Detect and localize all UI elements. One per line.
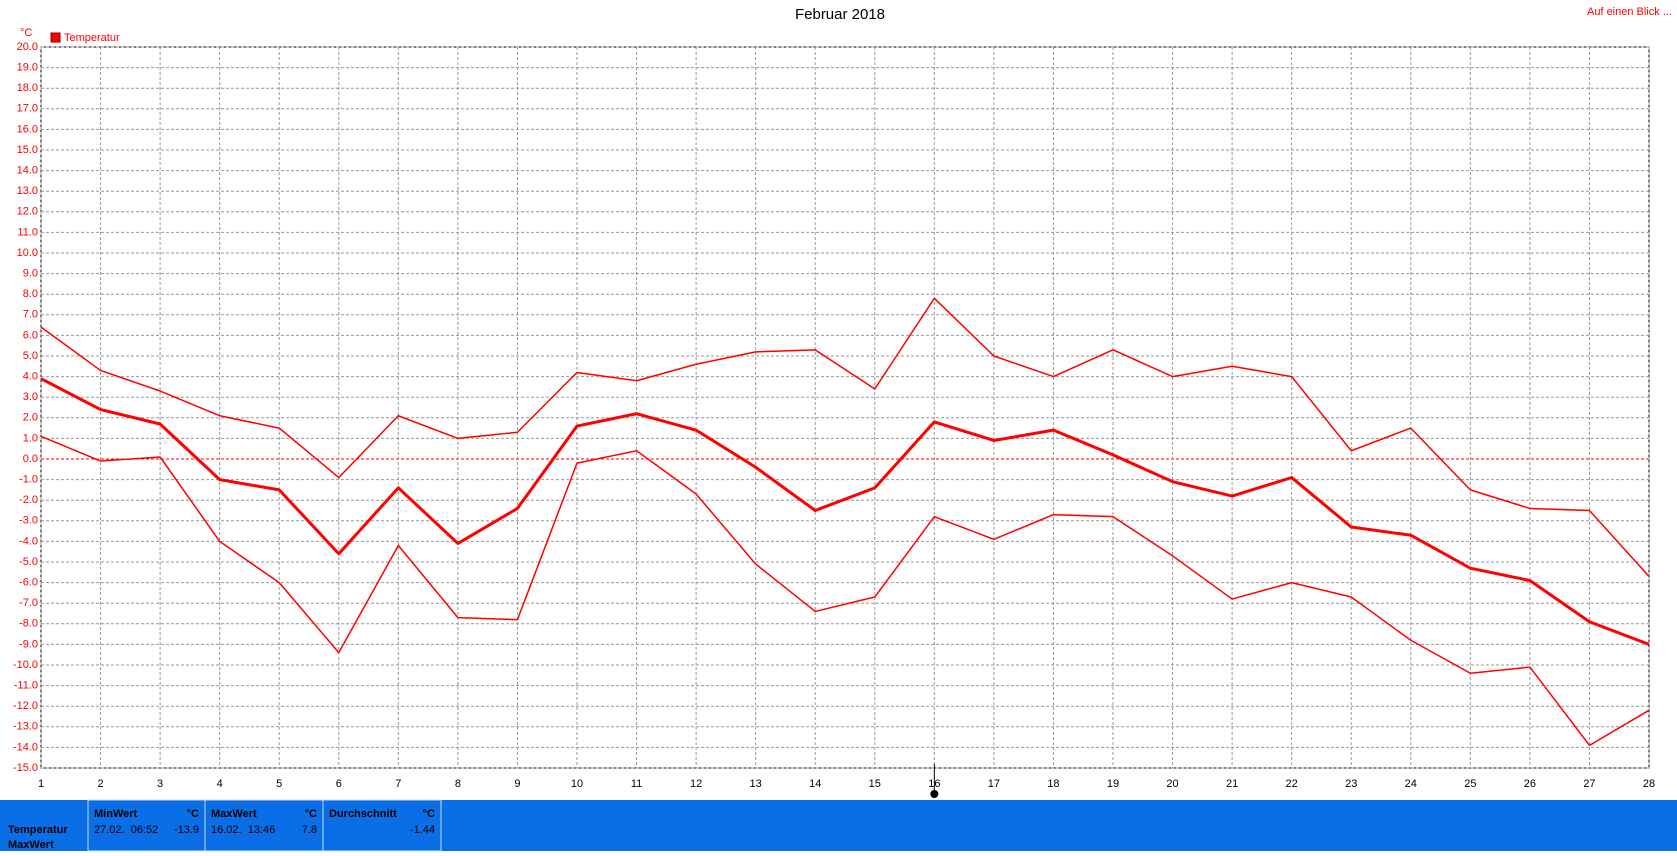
y-tick-label: 4.0 xyxy=(23,371,38,383)
y-tick-label: 0.0 xyxy=(23,453,38,465)
y-tick-label: -10.0 xyxy=(13,659,38,671)
x-tick-label: 2 xyxy=(97,778,103,790)
x-tick-label: 3 xyxy=(157,778,163,790)
column-title: Durchschnitt xyxy=(329,808,397,820)
y-tick-label: 10.0 xyxy=(17,247,38,259)
x-tick-label: 1 xyxy=(38,778,44,790)
y-tick-label: 5.0 xyxy=(23,350,38,362)
x-tick-label: 19 xyxy=(1107,778,1119,790)
y-tick-label: -2.0 xyxy=(19,494,38,506)
series-line xyxy=(40,435,1650,747)
x-tick-label: 25 xyxy=(1464,778,1476,790)
x-tick-label: 23 xyxy=(1345,778,1357,790)
column-time: 27.02. 06:52 xyxy=(94,824,158,836)
y-tick-label: 7.0 xyxy=(23,309,38,321)
y-tick-label: 20.0 xyxy=(17,41,38,53)
x-tick-label: 22 xyxy=(1286,778,1298,790)
y-tick-label: -1.0 xyxy=(19,474,38,486)
y-tick-label: -12.0 xyxy=(13,700,38,712)
y-tick-label: -14.0 xyxy=(13,741,38,753)
x-tick-label: 7 xyxy=(395,778,401,790)
y-tick-label: -11.0 xyxy=(14,680,38,692)
cursor-handle xyxy=(930,790,939,798)
legend-swatch xyxy=(50,32,61,43)
y-tick-label: -4.0 xyxy=(19,535,38,547)
unit-label: °C xyxy=(20,27,32,39)
y-tick-label: 8.0 xyxy=(23,288,38,300)
x-tick-label: 24 xyxy=(1405,778,1417,790)
legend-label: Temperatur xyxy=(64,32,120,44)
y-tick-label: 14.0 xyxy=(17,165,38,177)
footer: Temperatur MaxWert MinWert °C 27.02. 06:52 -1… xyxy=(8,799,442,852)
y-tick-label: -13.0 xyxy=(13,721,38,733)
row-label: Temperatur xyxy=(8,824,68,836)
x-tick-label: 4 xyxy=(217,778,223,790)
y-tick-label: 16.0 xyxy=(17,123,38,135)
y-tick-label: 6.0 xyxy=(23,329,38,341)
y-tick-label: 12.0 xyxy=(17,206,38,218)
column-unit: °C xyxy=(187,808,199,820)
column-title: MaxWert xyxy=(211,808,257,820)
x-tick-label: 14 xyxy=(809,778,821,790)
y-tick-label: -9.0 xyxy=(19,638,38,650)
x-tick-label: 6 xyxy=(336,778,342,790)
x-tick-label: 8 xyxy=(455,778,461,790)
chart-title: Februar 2018 xyxy=(795,6,885,23)
column-time: 16.02. 13:46 xyxy=(211,824,275,836)
x-tick-label: 27 xyxy=(1583,778,1595,790)
y-tick-label: -7.0 xyxy=(19,597,38,609)
y-tick-label: 17.0 xyxy=(17,103,38,115)
column-unit: °C xyxy=(305,808,317,820)
column-unit: °C xyxy=(423,808,435,820)
y-tick-label: -5.0 xyxy=(19,556,38,568)
column-value: -1.44 xyxy=(410,824,435,836)
x-tick-label: 5 xyxy=(276,778,282,790)
y-tick-label: 18.0 xyxy=(17,82,38,94)
y-tick-label: 9.0 xyxy=(23,268,38,280)
footer-panel xyxy=(0,800,1677,851)
row-label: MaxWert xyxy=(8,839,54,851)
column-value: -13.9 xyxy=(174,824,199,836)
x-tick-label: 11 xyxy=(631,778,642,790)
y-tick-label: -3.0 xyxy=(19,515,38,527)
y-tick-label: 1.0 xyxy=(23,432,38,444)
x-tick-label: 20 xyxy=(1166,778,1178,790)
y-tick-label: 3.0 xyxy=(23,391,38,403)
x-tick-label: 13 xyxy=(750,778,762,790)
y-tick-label: -6.0 xyxy=(19,577,38,589)
y-tick-label: 13.0 xyxy=(17,185,38,197)
series-line xyxy=(40,377,1650,646)
plot-area xyxy=(40,46,1650,769)
x-tick-label: 17 xyxy=(988,778,1000,790)
y-tick-label: 11.0 xyxy=(17,226,38,238)
series-line xyxy=(40,297,1650,577)
x-tick-label: 10 xyxy=(571,778,583,790)
y-tick-label: 19.0 xyxy=(17,62,38,74)
y-tick-label: -15.0 xyxy=(13,762,38,774)
x-tick-label: 9 xyxy=(514,778,520,790)
column-title: MinWert xyxy=(94,808,138,820)
column-value: 7.8 xyxy=(302,824,317,836)
x-tick-label: 26 xyxy=(1524,778,1536,790)
y-tick-label: -8.0 xyxy=(19,618,38,630)
x-tick-label: 28 xyxy=(1643,778,1655,790)
y-tick-label: 15.0 xyxy=(17,144,38,156)
link[interactable]: Auf einen Blick ... xyxy=(1587,6,1672,18)
x-tick-label: 12 xyxy=(690,778,702,790)
x-tick-label: 15 xyxy=(869,778,881,790)
x-tick-label: 21 xyxy=(1226,778,1238,790)
y-tick-label: 2.0 xyxy=(23,412,38,424)
x-tick-label: 18 xyxy=(1047,778,1059,790)
